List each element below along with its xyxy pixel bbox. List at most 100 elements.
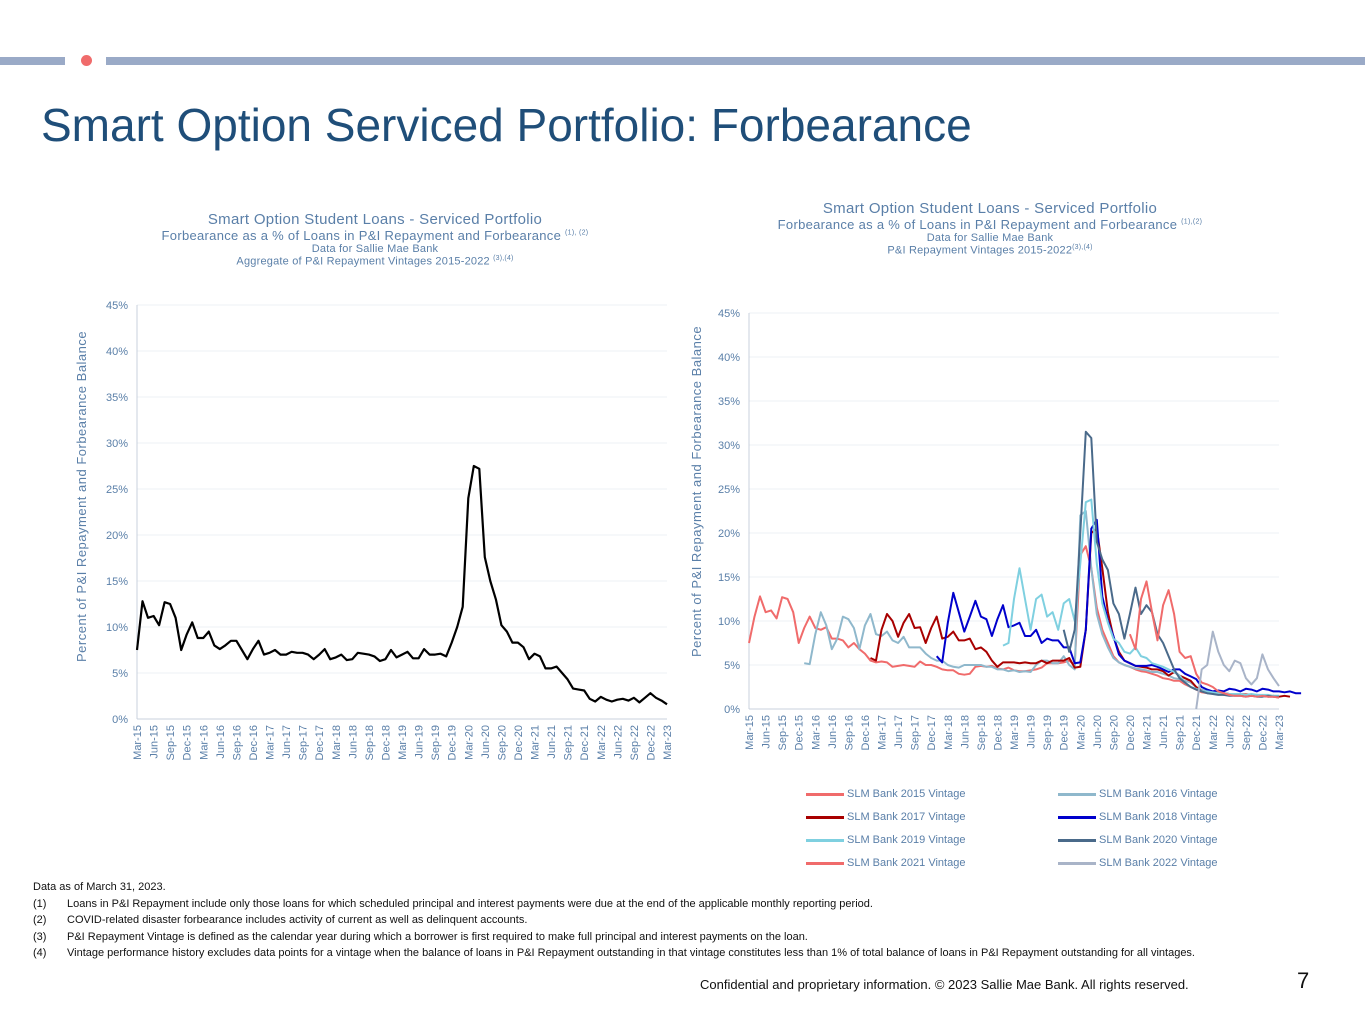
chart2-y-tick-label: 5%: [724, 660, 740, 672]
chart2-x-tick-label: Sep-19: [1042, 715, 1054, 750]
chart2-x-tick-label: Mar-22: [1208, 715, 1220, 750]
chart2-x-tick-label: Dec-15: [794, 715, 806, 750]
footnote-text: COVID-related disaster forbearance inclu…: [67, 914, 528, 927]
chart1-x-tick-label: Mar-15: [132, 725, 144, 760]
legend-label: SLM Bank 2017 Vintage: [847, 811, 966, 823]
legend-swatch: [1058, 861, 1096, 865]
chart2-series-line-7: [1128, 580, 1280, 699]
chart2-y-tick-label: 30%: [718, 440, 740, 452]
chart1-y-tick-label: 20%: [106, 530, 128, 542]
footnote: (3) P&I Repayment Vintage is defined as t…: [33, 929, 1195, 946]
page-number: 7: [1297, 968, 1310, 993]
legend-item: SLM Bank 2018 Vintage: [1058, 811, 1217, 823]
chart2-x-tick-label: Dec-20: [1125, 715, 1137, 750]
footnote-number: (3): [33, 930, 47, 943]
chart2-x-tick-label: Dec-18: [992, 715, 1004, 750]
chart1-x-tick-label: Sep-15: [165, 725, 177, 760]
chart1-x-tick-label: Dec-17: [314, 725, 326, 760]
footnote-text: P&I Repayment Vintage is defined as the …: [67, 930, 808, 943]
chart2-subtitle3: P&I Repayment Vintages 2015-2022(3),(4): [887, 244, 1093, 257]
chart1-x-tick-label: Mar-21: [530, 725, 542, 760]
chart1-x-tick-label: Jun-18: [347, 725, 359, 759]
page-title: Smart Option Serviced Portfolio: Forbear…: [41, 99, 972, 151]
chart1-x-tick-label: Jun-16: [215, 725, 227, 759]
chart2-x-tick-label: Jun-21: [1158, 715, 1170, 749]
chart2-y-tick-label: 45%: [718, 308, 740, 320]
chart1-y-tick-label: 35%: [106, 392, 128, 404]
chart2-x-tick-label: Dec-21: [1191, 715, 1203, 750]
chart2-x-tick-label: Jun-20: [1092, 715, 1104, 749]
chart2-subtitle: Forbearance as a % of Loans in P&I Repay…: [777, 217, 1203, 232]
chart2-x-tick-label: Mar-15: [744, 715, 756, 750]
chart1-x-tick-label: Mar-19: [397, 725, 409, 760]
chart1-y-tick-label: 25%: [106, 484, 128, 496]
legend-swatch: [806, 815, 844, 819]
chart2-series-line-2: [804, 510, 1279, 698]
header-rule-left: [0, 57, 65, 65]
chart1-subtitle2: Data for Sallie Mae Bank: [311, 243, 439, 255]
chart1-x-tick-label: Jun-20: [480, 725, 492, 759]
chart1-x-tick-label: Dec-20: [513, 725, 525, 760]
legend-swatch: [806, 861, 844, 865]
chart2-x-tick-label: Dec-19: [1059, 715, 1071, 750]
chart1-x-tick-label: Dec-22: [645, 725, 657, 760]
chart2-x-tick-label: Mar-20: [1075, 715, 1087, 750]
legend-item: SLM Bank 2020 Vintage: [1058, 834, 1217, 846]
chart1-x-tick-label: Sep-19: [430, 725, 442, 760]
chart2-x-tick-label: Mar-19: [1009, 715, 1021, 750]
chart2-x-tick-label: Dec-17: [926, 715, 938, 750]
legend-swatch: [1058, 815, 1096, 819]
chart2-y-tick-label: 15%: [718, 572, 740, 584]
footnote-text: Vintage performance history excludes dat…: [67, 947, 1195, 960]
chart1-x-tick-label: Jun-22: [612, 725, 624, 759]
chart2-x-tick-label: Mar-21: [1142, 715, 1154, 750]
chart2-series-line-4: [935, 518, 1302, 695]
chart2-y-tick-label: 25%: [718, 484, 740, 496]
chart1-x-tick-label: Dec-15: [182, 725, 194, 760]
chart2-x-tick-label: Sep-20: [1108, 715, 1120, 750]
chart1-title-block: Smart Option Student Loans - Serviced Po…: [120, 211, 630, 268]
legend-item: SLM Bank 2015 Vintage: [806, 788, 965, 800]
chart2-x-tick-label: Jun-16: [827, 715, 839, 749]
chart1-x-tick-label: Dec-21: [579, 725, 591, 760]
chart2-x-tick-label: Sep-21: [1175, 715, 1187, 750]
legend-label: SLM Bank 2016 Vintage: [1099, 788, 1218, 800]
footnote: (2) COVID-related disaster forbearance in…: [33, 912, 1195, 929]
chart2-x-tick-label: Dec-22: [1257, 715, 1269, 750]
chart2-y-tick-label: 40%: [718, 352, 740, 364]
chart1-subtitle: Forbearance as a % of Loans in P&I Repay…: [161, 228, 589, 243]
chart2-x-tick-label: Jun-19: [1026, 715, 1038, 749]
legend-item: SLM Bank 2019 Vintage: [806, 834, 965, 846]
chart1-x-tick-label: Dec-18: [380, 725, 392, 760]
chart1-x-tick-label: Sep-16: [231, 725, 243, 760]
chart2-title-block: Smart Option Student Loans - Serviced Po…: [735, 200, 1245, 257]
chart1-x-tick-label: Jun-21: [546, 725, 558, 759]
legend-label: SLM Bank 2022 Vintage: [1099, 857, 1218, 869]
chart2-x-tick-label: Jun-15: [761, 715, 773, 749]
footnote-number: (1): [33, 897, 47, 910]
legend-swatch: [1058, 792, 1096, 796]
chart1-x-tick-label: Mar-20: [463, 725, 475, 760]
chart2-y-tick-label: 10%: [718, 616, 740, 628]
chart2-y-tick-label: 0%: [724, 704, 740, 716]
chart1-x-tick-label: Sep-18: [364, 725, 376, 760]
chart2-x-tick-label: Jun-22: [1224, 715, 1236, 749]
chart2-x-tick-label: Jun-18: [959, 715, 971, 749]
chart2-x-tick-label: Sep-16: [843, 715, 855, 750]
chart2-x-tick-label: Sep-18: [976, 715, 988, 750]
chart2-series-line-1: [748, 545, 1280, 699]
legend-label: SLM Bank 2020 Vintage: [1099, 834, 1218, 846]
legend-label: SLM Bank 2019 Vintage: [847, 834, 966, 846]
chart1-x-tick-label: Sep-20: [496, 725, 508, 760]
chart2-x-tick-label: Sep-17: [910, 715, 922, 750]
chart2-x-tick-label: Dec-16: [860, 715, 872, 750]
legend-swatch: [806, 838, 844, 842]
chart1-x-tick-label: Jun-19: [414, 725, 426, 759]
chart1-x-tick-label: Mar-22: [596, 725, 608, 760]
legend-swatch: [1058, 838, 1096, 842]
chart1-x-tick-label: Jun-15: [149, 725, 161, 759]
chart1-y-tick-label: 10%: [106, 622, 128, 634]
header-rule-right: [106, 57, 1365, 65]
chart1-y-tick-label: 5%: [112, 668, 128, 680]
